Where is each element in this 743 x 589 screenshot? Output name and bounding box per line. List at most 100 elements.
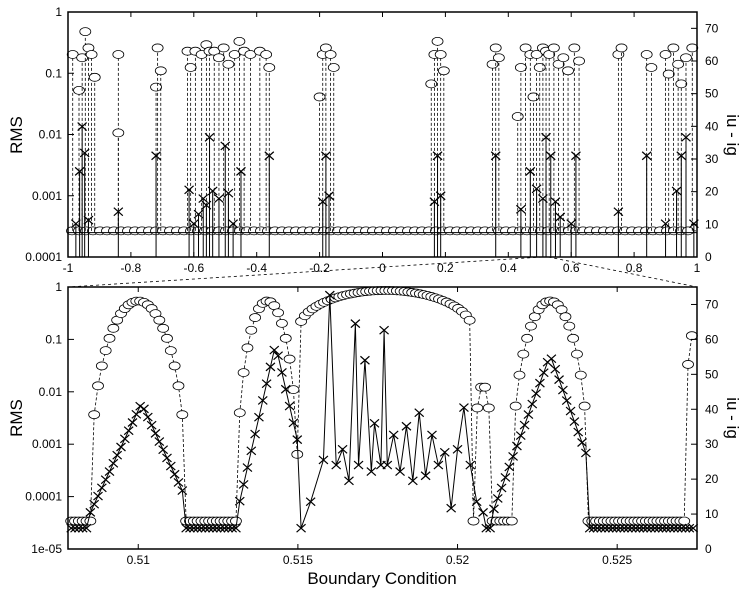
top-circle-peak-point [112,128,125,138]
bottom-cross-point [305,497,316,507]
bottom-circle-point [99,346,112,356]
bottom-cross-point [481,523,492,533]
bottom-cross-point [561,396,572,406]
top-x-tick-label: -0.6 [183,261,204,275]
bottom-y2-tick-label: 60 [705,332,719,346]
bottom-cross-point [269,345,280,355]
bottom-cross-point [619,523,630,533]
bottom-cross-point [427,430,437,440]
top-circle-peak-point [562,66,574,76]
top-cross-peak-point [228,219,239,229]
bottom-cross-point [452,444,463,454]
bottom-cross-point [661,523,672,533]
bottom-cross-point [284,401,295,411]
bottom-circle-point [168,361,181,371]
bottom-cross-point [204,523,215,533]
bottom-cross-point [554,375,564,385]
bottom-circle-point [95,361,108,371]
bottom-y2-tick-label: 10 [705,507,719,521]
top-cross-peak-point [435,191,446,201]
top-circle-peak-point [514,63,527,72]
top-circle-peak-point [233,37,246,46]
bottom-cross-point [273,351,283,361]
top-y2-tick-label: 0 [705,250,712,264]
bottom-cross-point [642,523,653,533]
bottom-cross-point [123,426,134,436]
bottom-cross-point [127,418,138,427]
bottom-cross-point [154,437,165,447]
bottom-cross-point [188,523,199,533]
bottom-cross-point [607,523,618,533]
top-circle-peak-point [680,53,692,63]
bottom-cross-point [344,476,354,486]
top-cross-peak-point [545,151,556,161]
top-cross-peak-point [79,148,90,158]
top-cross-peak-point [236,166,246,176]
top-circle-peak-point [527,92,540,102]
bottom-cross-point [459,403,469,413]
bottom-y2-tick-label: 70 [705,297,719,311]
bottom-cross-point [485,523,495,533]
bottom-cross-point [653,523,664,533]
bottom-cross-point [116,442,126,452]
bottom-circle-point [578,401,591,411]
bottom-cross-point [669,523,679,533]
bottom-cross-point [331,460,342,470]
bottom-cross-point [96,483,107,493]
top-circle-peak-point [511,112,524,121]
top-circle-peak-point [686,43,699,53]
bottom-cross-point [500,472,511,482]
bottom-cross-point [611,523,622,533]
bottom-circle-point [283,354,296,364]
top-cross-peak-point [151,151,161,161]
top-circle-peak-point [154,66,167,76]
top-circle-peak-point [557,53,570,63]
bottom-cross-point [623,523,633,533]
bottom-x-tick-label: 0.52 [446,553,470,567]
bottom-cross-point [146,420,157,430]
bottom-circle-point [467,516,480,526]
bottom-cross-point [219,523,230,533]
bottom-circle-point [479,382,491,392]
bottom-circle-point [571,349,583,359]
bottom-cross-point [85,507,96,517]
bottom-cross-point [150,428,161,438]
bottom-cross-point [169,469,180,479]
top-circle-peak-point [675,79,688,89]
top-cross-peak-point [264,151,275,161]
bottom-cross-point [200,523,211,533]
bottom-y-tick-label: 0.01 [39,385,63,399]
bottom-cross-point [142,412,153,422]
top-x-tick-label: 0.4 [500,261,517,275]
bottom-circle-point [482,403,495,413]
zoom-line-left [67,256,543,288]
top-circle-peak-point [492,53,505,63]
bottom-cross-point [672,523,683,533]
bottom-cross-point [471,497,482,507]
bottom-cross-point [584,523,595,533]
bottom-cross-point [573,427,584,437]
bottom-circle-point [471,403,484,413]
top-y-tick-label: 0.001 [32,189,62,203]
top-cross-peak-point [490,151,501,161]
bottom-cross-point [527,399,538,409]
bottom-cross-point [688,523,699,533]
bottom-y-tick-label: 0.1 [45,332,62,346]
top-circle-baseline-point [682,226,694,236]
bottom-cross-point [630,523,641,533]
top-cross-peak-point [541,132,551,142]
top-circle-peak-point [672,59,685,69]
top-circle-peak-point [184,63,197,72]
bottom-cross-point [177,486,188,496]
bottom-cross-point [242,463,253,473]
bottom-plot-frame [67,286,698,550]
top-cross-peak-point [184,185,194,195]
top-x-tick-label: -0.4 [246,261,267,275]
top-cross-peak-point [214,194,224,204]
bottom-cross-point [395,467,405,477]
bottom-cross-point [565,406,576,416]
bottom-cross-point [446,503,457,513]
bottom-cross-point [112,450,123,460]
top-cross-peak-point [113,207,124,217]
top-circle-peak-point [434,50,447,59]
